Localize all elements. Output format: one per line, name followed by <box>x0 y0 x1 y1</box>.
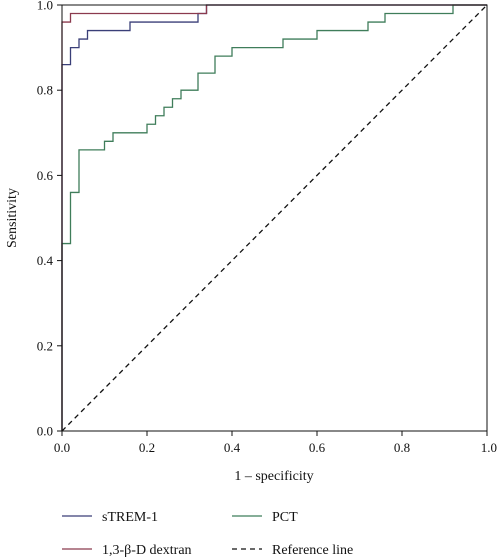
x-tick-label: 0.2 <box>139 440 155 455</box>
legend: sTREM-1 PCT 1,3-β-D dextran Reference line <box>62 510 353 558</box>
x-tick-label: 0.0 <box>54 440 70 455</box>
plot-area <box>61 4 488 432</box>
x-tick-label: 0.6 <box>309 440 326 455</box>
legend-label: Reference line <box>272 543 353 558</box>
plot-frame <box>61 4 488 432</box>
y-axis-title: Sensitivity <box>5 188 20 248</box>
x-tick-label: 1.0 <box>481 440 497 455</box>
legend-label: sTREM-1 <box>102 510 158 525</box>
y-tick-label: 0.4 <box>37 253 54 268</box>
y-tick-label: 0.0 <box>37 424 53 439</box>
series-line-3 <box>61 4 488 432</box>
y-axis-ticks: 0.0 0.2 0.4 0.6 0.8 1.0 <box>37 0 62 439</box>
x-axis-title: 1 – specificity <box>234 469 313 484</box>
y-tick-label: 0.2 <box>37 338 53 353</box>
legend-label: PCT <box>272 510 298 525</box>
x-axis-ticks: 0.0 0.2 0.4 0.6 0.8 1.0 <box>54 431 497 455</box>
y-tick-label: 0.6 <box>37 168 54 183</box>
y-tick-label: 1.0 <box>37 0 53 13</box>
legend-label: 1,3-β-D dextran <box>102 543 192 558</box>
x-tick-label: 0.4 <box>224 440 241 455</box>
series-line-1 <box>61 4 487 431</box>
y-tick-label: 0.8 <box>37 83 53 98</box>
x-tick-label: 0.8 <box>394 440 410 455</box>
